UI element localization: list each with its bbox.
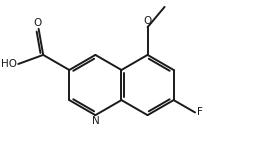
Text: O: O — [143, 16, 152, 26]
Text: O: O — [34, 18, 42, 28]
Text: N: N — [91, 116, 99, 126]
Text: HO: HO — [1, 59, 17, 69]
Text: F: F — [196, 107, 202, 117]
